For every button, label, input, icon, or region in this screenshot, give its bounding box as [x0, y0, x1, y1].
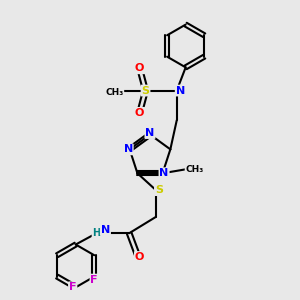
Text: O: O: [135, 108, 144, 118]
Text: CH₃: CH₃: [105, 88, 124, 97]
Text: H: H: [92, 228, 101, 238]
Text: S: S: [142, 85, 149, 96]
Text: N: N: [159, 168, 169, 178]
Text: CH₃: CH₃: [185, 165, 204, 174]
Text: N: N: [101, 225, 110, 235]
Text: N: N: [124, 144, 133, 154]
Text: S: S: [155, 185, 163, 195]
Text: O: O: [135, 252, 144, 262]
Text: O: O: [135, 63, 144, 73]
Text: F: F: [69, 282, 76, 292]
Text: N: N: [176, 85, 185, 96]
Text: F: F: [91, 274, 98, 285]
Text: N: N: [146, 128, 154, 138]
